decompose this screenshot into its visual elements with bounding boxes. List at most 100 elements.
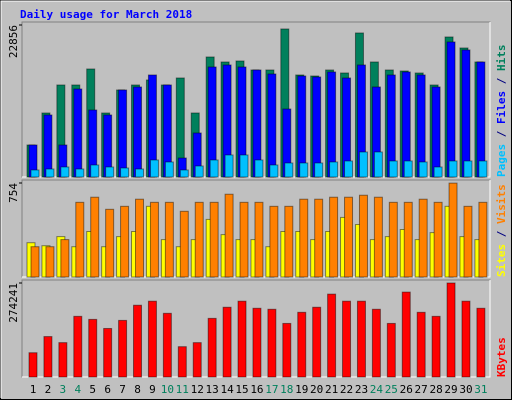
x-tick-label: 29 (444, 383, 457, 396)
bar (478, 160, 488, 178)
x-tick-label: 2 (45, 383, 52, 396)
bar (448, 160, 458, 178)
x-tick-label: 28 (429, 383, 442, 396)
bar (194, 201, 204, 278)
bar (30, 169, 40, 178)
bar (312, 76, 322, 178)
x-tick-label: 12 (191, 383, 204, 396)
bar (314, 162, 324, 178)
bar (342, 300, 352, 378)
bar (416, 311, 426, 378)
x-tick-label: 10 (161, 383, 174, 396)
legend-entry: Files (495, 91, 508, 124)
legend-separator: / (495, 224, 508, 244)
x-tick-label: 19 (295, 383, 308, 396)
bar (252, 307, 262, 378)
bar (446, 41, 456, 178)
y-tick-label: 22856 (7, 25, 20, 58)
plot-bevel (22, 280, 491, 378)
x-tick-label: 4 (74, 383, 81, 396)
bar (358, 151, 368, 178)
bar (373, 196, 383, 278)
bar (433, 166, 443, 178)
bar (147, 300, 157, 378)
bar (239, 201, 249, 278)
legend: Sites / Visits (495, 184, 508, 277)
bar (344, 160, 354, 178)
bar (269, 164, 279, 178)
bar (401, 291, 411, 378)
bar (284, 205, 294, 278)
x-tick-label: 11 (176, 383, 189, 396)
bar (90, 164, 100, 178)
x-tick-label: 16 (250, 383, 263, 396)
y-tick-label: 274241 (7, 283, 20, 323)
bar (58, 342, 68, 378)
bar (476, 307, 486, 378)
bar (433, 201, 443, 278)
bar (267, 308, 277, 378)
bar (329, 161, 339, 178)
bar (133, 86, 143, 178)
bar (118, 319, 128, 378)
x-tick-label: 7 (119, 383, 126, 396)
bar (254, 159, 264, 178)
bar (209, 201, 219, 278)
bar (269, 205, 279, 278)
bar (314, 198, 324, 278)
x-tick-label: 17 (265, 383, 278, 396)
x-tick-label: 14 (220, 383, 234, 396)
legend-entry: Visits (495, 184, 508, 224)
x-tick-label: 22 (340, 383, 353, 396)
bar (73, 88, 83, 178)
x-tick-label: 21 (325, 383, 338, 396)
bar (463, 205, 473, 278)
legend-entry: Pages (495, 144, 508, 177)
bar (461, 300, 471, 378)
legend-entry: Sites (495, 244, 508, 277)
bar (43, 336, 53, 378)
bar (327, 293, 337, 378)
bar (192, 342, 202, 378)
y-tick-label: 754 (7, 183, 20, 203)
bar (133, 304, 143, 378)
bar (75, 201, 85, 278)
x-tick-label: 3 (60, 383, 67, 396)
bar (403, 201, 413, 278)
bar (120, 205, 130, 278)
x-tick-label: 18 (280, 383, 293, 396)
x-tick-label: 26 (400, 383, 413, 396)
bar (254, 201, 264, 278)
bar (371, 308, 381, 378)
x-tick-label: 15 (235, 383, 248, 396)
bar (329, 196, 339, 278)
bar (388, 201, 398, 278)
bar (267, 73, 277, 178)
bar (327, 71, 337, 178)
bar (88, 318, 98, 378)
bar (403, 160, 413, 178)
bar (179, 210, 189, 278)
bar (30, 246, 40, 278)
bar (103, 327, 113, 378)
bar (207, 317, 217, 378)
bar (45, 246, 55, 278)
x-tick-label: 13 (206, 383, 219, 396)
bar (149, 201, 159, 278)
bar (60, 166, 70, 178)
bar (448, 182, 458, 278)
bar (162, 312, 172, 378)
bar (179, 169, 189, 178)
x-tick-label: 8 (134, 383, 141, 396)
bar (75, 168, 85, 178)
bar (239, 154, 249, 178)
bar (105, 208, 115, 278)
bar (164, 201, 174, 278)
bar (60, 239, 70, 278)
bar (463, 160, 473, 178)
legend-separator: / (495, 71, 508, 91)
bar (358, 194, 368, 278)
bar (73, 315, 83, 378)
